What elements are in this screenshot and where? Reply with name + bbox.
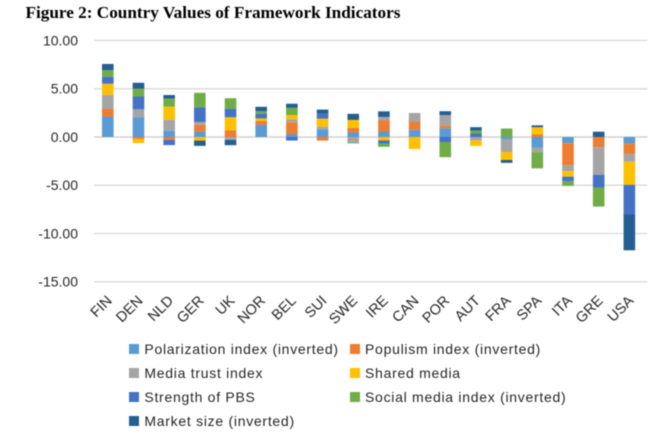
svg-text:-5.00: -5.00: [46, 177, 78, 193]
svg-text:-15.00: -15.00: [38, 274, 78, 290]
svg-text:10.00: 10.00: [43, 32, 78, 48]
svg-text:-10.00: -10.00: [38, 225, 78, 241]
svg-text:5.00: 5.00: [51, 81, 78, 97]
svg-text:0.00: 0.00: [51, 129, 78, 145]
